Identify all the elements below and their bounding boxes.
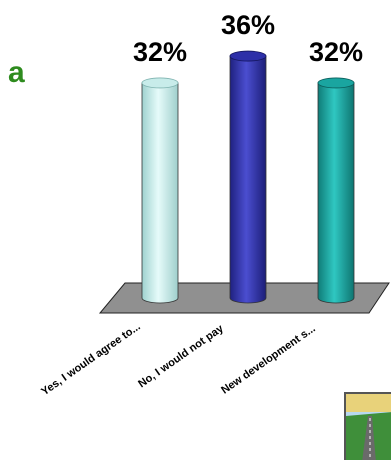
tick-label-1: Yes, I would agree to... <box>39 321 143 399</box>
data-label-3: 32% <box>309 37 363 67</box>
data-label-1: 32% <box>133 37 187 67</box>
bar-3 <box>317 77 355 304</box>
bar-1 <box>141 77 179 304</box>
road-thumbnail-icon <box>344 392 391 460</box>
slide-title-fragment: a <box>8 56 25 89</box>
tick-label-2: No, I would not pay <box>136 322 226 390</box>
bar-2 <box>229 50 267 304</box>
tick-label-3: New development s... <box>219 323 318 397</box>
data-label-2: 36% <box>221 10 275 40</box>
